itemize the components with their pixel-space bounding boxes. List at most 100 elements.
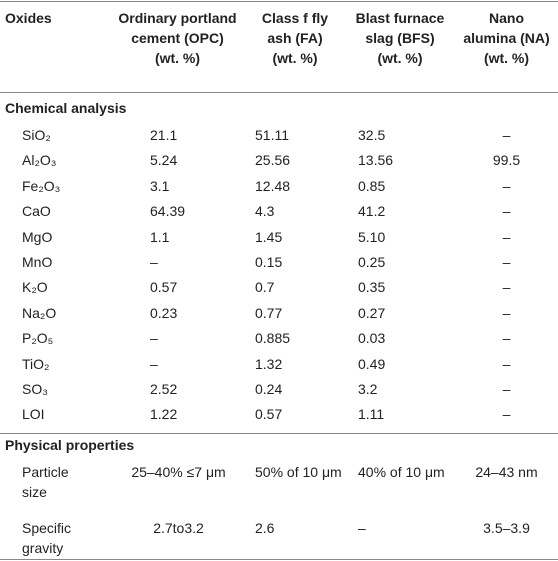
table-cell: CaO — [22, 201, 110, 221]
cell-text: 0.85 — [358, 177, 386, 194]
table-cell: – — [150, 328, 245, 348]
cell-text: 0.23 — [150, 304, 178, 321]
cell-text: Class f fly — [261, 10, 329, 26]
table-cell: – — [358, 518, 455, 538]
header-cell: Class f fly ash (FA) (wt. %) — [245, 8, 345, 68]
cell-text: 0.885 — [255, 330, 291, 347]
table-cell: – — [455, 303, 558, 323]
header-cell: Ordinary portland cement (OPC) (wt. %) — [110, 8, 245, 68]
table-cell: 21.1 — [150, 125, 245, 145]
cell-text: 99.5 — [492, 152, 521, 169]
cell-text: 3.2 — [358, 381, 378, 397]
table-cell: – — [455, 328, 558, 348]
cell-text: 24–43 nm — [475, 463, 538, 480]
cell-text: – — [502, 330, 511, 347]
table-cell: 12.48 — [255, 176, 345, 196]
cell-text: Al₂O₃ — [22, 152, 57, 169]
cell-text: 2.7to3.2 — [153, 519, 204, 536]
section-title: Physical properties — [5, 436, 135, 453]
cell-text: 1.45 — [255, 228, 283, 245]
rule — [0, 559, 558, 560]
cell-text: 5.10 — [358, 228, 386, 245]
cell-text: cement (OPC) — [131, 30, 224, 46]
table-cell: – — [455, 227, 558, 247]
table-cell: 2.7to3.2 — [112, 518, 245, 538]
cell-text: – — [502, 127, 511, 143]
table-cell: 4.3 — [255, 201, 345, 221]
table-cell: – — [455, 252, 558, 272]
cell-text: – — [150, 254, 158, 270]
table-cell: 0.25 — [358, 252, 455, 272]
cell-text: 25.56 — [255, 152, 291, 169]
table-cell: 99.5 — [455, 150, 558, 170]
table-cell: 1.45 — [255, 227, 345, 247]
cell-text: 50% of 10 μm — [255, 463, 342, 480]
cell-text: 32.5 — [358, 127, 386, 143]
cell-text: – — [502, 304, 511, 321]
table-cell: 40% of 10 μm — [358, 462, 455, 482]
cell-text: 0.27 — [358, 304, 386, 321]
cell-text: 5.24 — [150, 152, 178, 169]
table-cell: 1.32 — [255, 354, 345, 374]
table-cell: 1.11 — [358, 404, 455, 424]
table-cell: 41.2 — [358, 201, 455, 221]
cell-text: 0.35 — [358, 279, 386, 296]
cell-text: Specific — [22, 519, 72, 536]
rule — [0, 1, 558, 2]
table-cell: 1.1 — [150, 227, 245, 247]
table-cell: 0.885 — [255, 328, 345, 348]
cell-text: 0.7 — [255, 279, 275, 296]
cell-text: – — [150, 355, 158, 372]
cell-text: MnO — [22, 254, 53, 270]
table-cell: TiO₂ — [22, 354, 110, 374]
cell-text: alumina (NA) — [463, 30, 550, 46]
cell-text: 13.56 — [358, 152, 394, 169]
cell-text: 1.32 — [255, 355, 283, 372]
cell-text: (wt. %) — [377, 50, 423, 66]
table-cell: – — [455, 176, 558, 196]
table-cell: 0.85 — [358, 176, 455, 196]
table-cell: – — [455, 379, 558, 399]
table-cell: – — [150, 354, 245, 374]
cell-text: LOI — [22, 406, 45, 423]
cell-text: 0.57 — [255, 406, 283, 423]
table-cell: LOI — [22, 404, 110, 424]
table-cell: Fe₂O₃ — [22, 176, 110, 196]
table-cell: 2.6 — [255, 518, 345, 538]
cell-text: slag (BFS) — [365, 30, 435, 46]
cell-text: 0.77 — [255, 304, 283, 321]
cell-text: – — [502, 203, 511, 220]
cell-text: size — [22, 483, 47, 500]
table-cell: MgO — [22, 227, 110, 247]
cell-text: 51.11 — [255, 127, 289, 143]
cell-text: Oxides — [5, 10, 52, 26]
cell-text: – — [358, 519, 366, 536]
cell-text: 0.15 — [255, 254, 283, 270]
cell-text: 0.49 — [358, 355, 386, 372]
cell-text: 0.03 — [358, 330, 386, 347]
header-cell: Nano alumina (NA) (wt. %) — [455, 8, 558, 68]
table-cell: – — [455, 277, 558, 297]
cell-text: – — [150, 330, 158, 347]
cell-text: 1.11 — [358, 406, 385, 423]
table-cell: 24–43 nm — [455, 462, 558, 482]
cell-text: 40% of 10 μm — [358, 463, 445, 480]
cell-text: SiO₂ — [22, 127, 51, 143]
table-cell: 5.10 — [358, 227, 455, 247]
cell-text: – — [502, 381, 511, 397]
cell-text: K₂O — [22, 279, 48, 296]
cell-text: SO₃ — [22, 381, 48, 397]
cell-text: – — [502, 254, 511, 270]
table-cell: Al₂O₃ — [22, 150, 110, 170]
cell-text: CaO — [22, 203, 51, 220]
rule — [0, 92, 558, 93]
cell-text: – — [502, 355, 511, 372]
table-cell: 0.24 — [255, 379, 345, 399]
table-cell: 50% of 10 μm — [255, 462, 345, 482]
cell-text: 0.24 — [255, 381, 283, 397]
cell-text: 41.2 — [358, 203, 386, 220]
table-cell: 0.35 — [358, 277, 455, 297]
cell-text: 12.48 — [255, 177, 291, 194]
cell-text: Blast furnace — [355, 10, 445, 26]
